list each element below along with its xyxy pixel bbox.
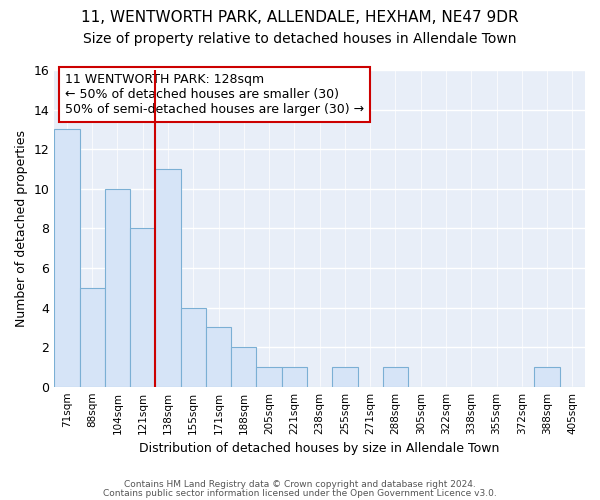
Bar <box>54 130 80 386</box>
Bar <box>383 367 408 386</box>
Bar <box>105 189 130 386</box>
Text: Size of property relative to detached houses in Allendale Town: Size of property relative to detached ho… <box>83 32 517 46</box>
Bar <box>80 288 105 386</box>
X-axis label: Distribution of detached houses by size in Allendale Town: Distribution of detached houses by size … <box>139 442 500 455</box>
Text: 11 WENTWORTH PARK: 128sqm
← 50% of detached houses are smaller (30)
50% of semi-: 11 WENTWORTH PARK: 128sqm ← 50% of detac… <box>65 73 364 116</box>
Bar <box>231 347 256 387</box>
Text: 11, WENTWORTH PARK, ALLENDALE, HEXHAM, NE47 9DR: 11, WENTWORTH PARK, ALLENDALE, HEXHAM, N… <box>81 10 519 25</box>
Text: Contains public sector information licensed under the Open Government Licence v3: Contains public sector information licen… <box>103 488 497 498</box>
Bar <box>282 367 307 386</box>
Bar <box>256 367 282 386</box>
Bar <box>181 308 206 386</box>
Y-axis label: Number of detached properties: Number of detached properties <box>15 130 28 327</box>
Bar <box>332 367 358 386</box>
Bar <box>155 169 181 386</box>
Bar <box>535 367 560 386</box>
Bar <box>130 228 155 386</box>
Bar <box>206 328 231 386</box>
Text: Contains HM Land Registry data © Crown copyright and database right 2024.: Contains HM Land Registry data © Crown c… <box>124 480 476 489</box>
